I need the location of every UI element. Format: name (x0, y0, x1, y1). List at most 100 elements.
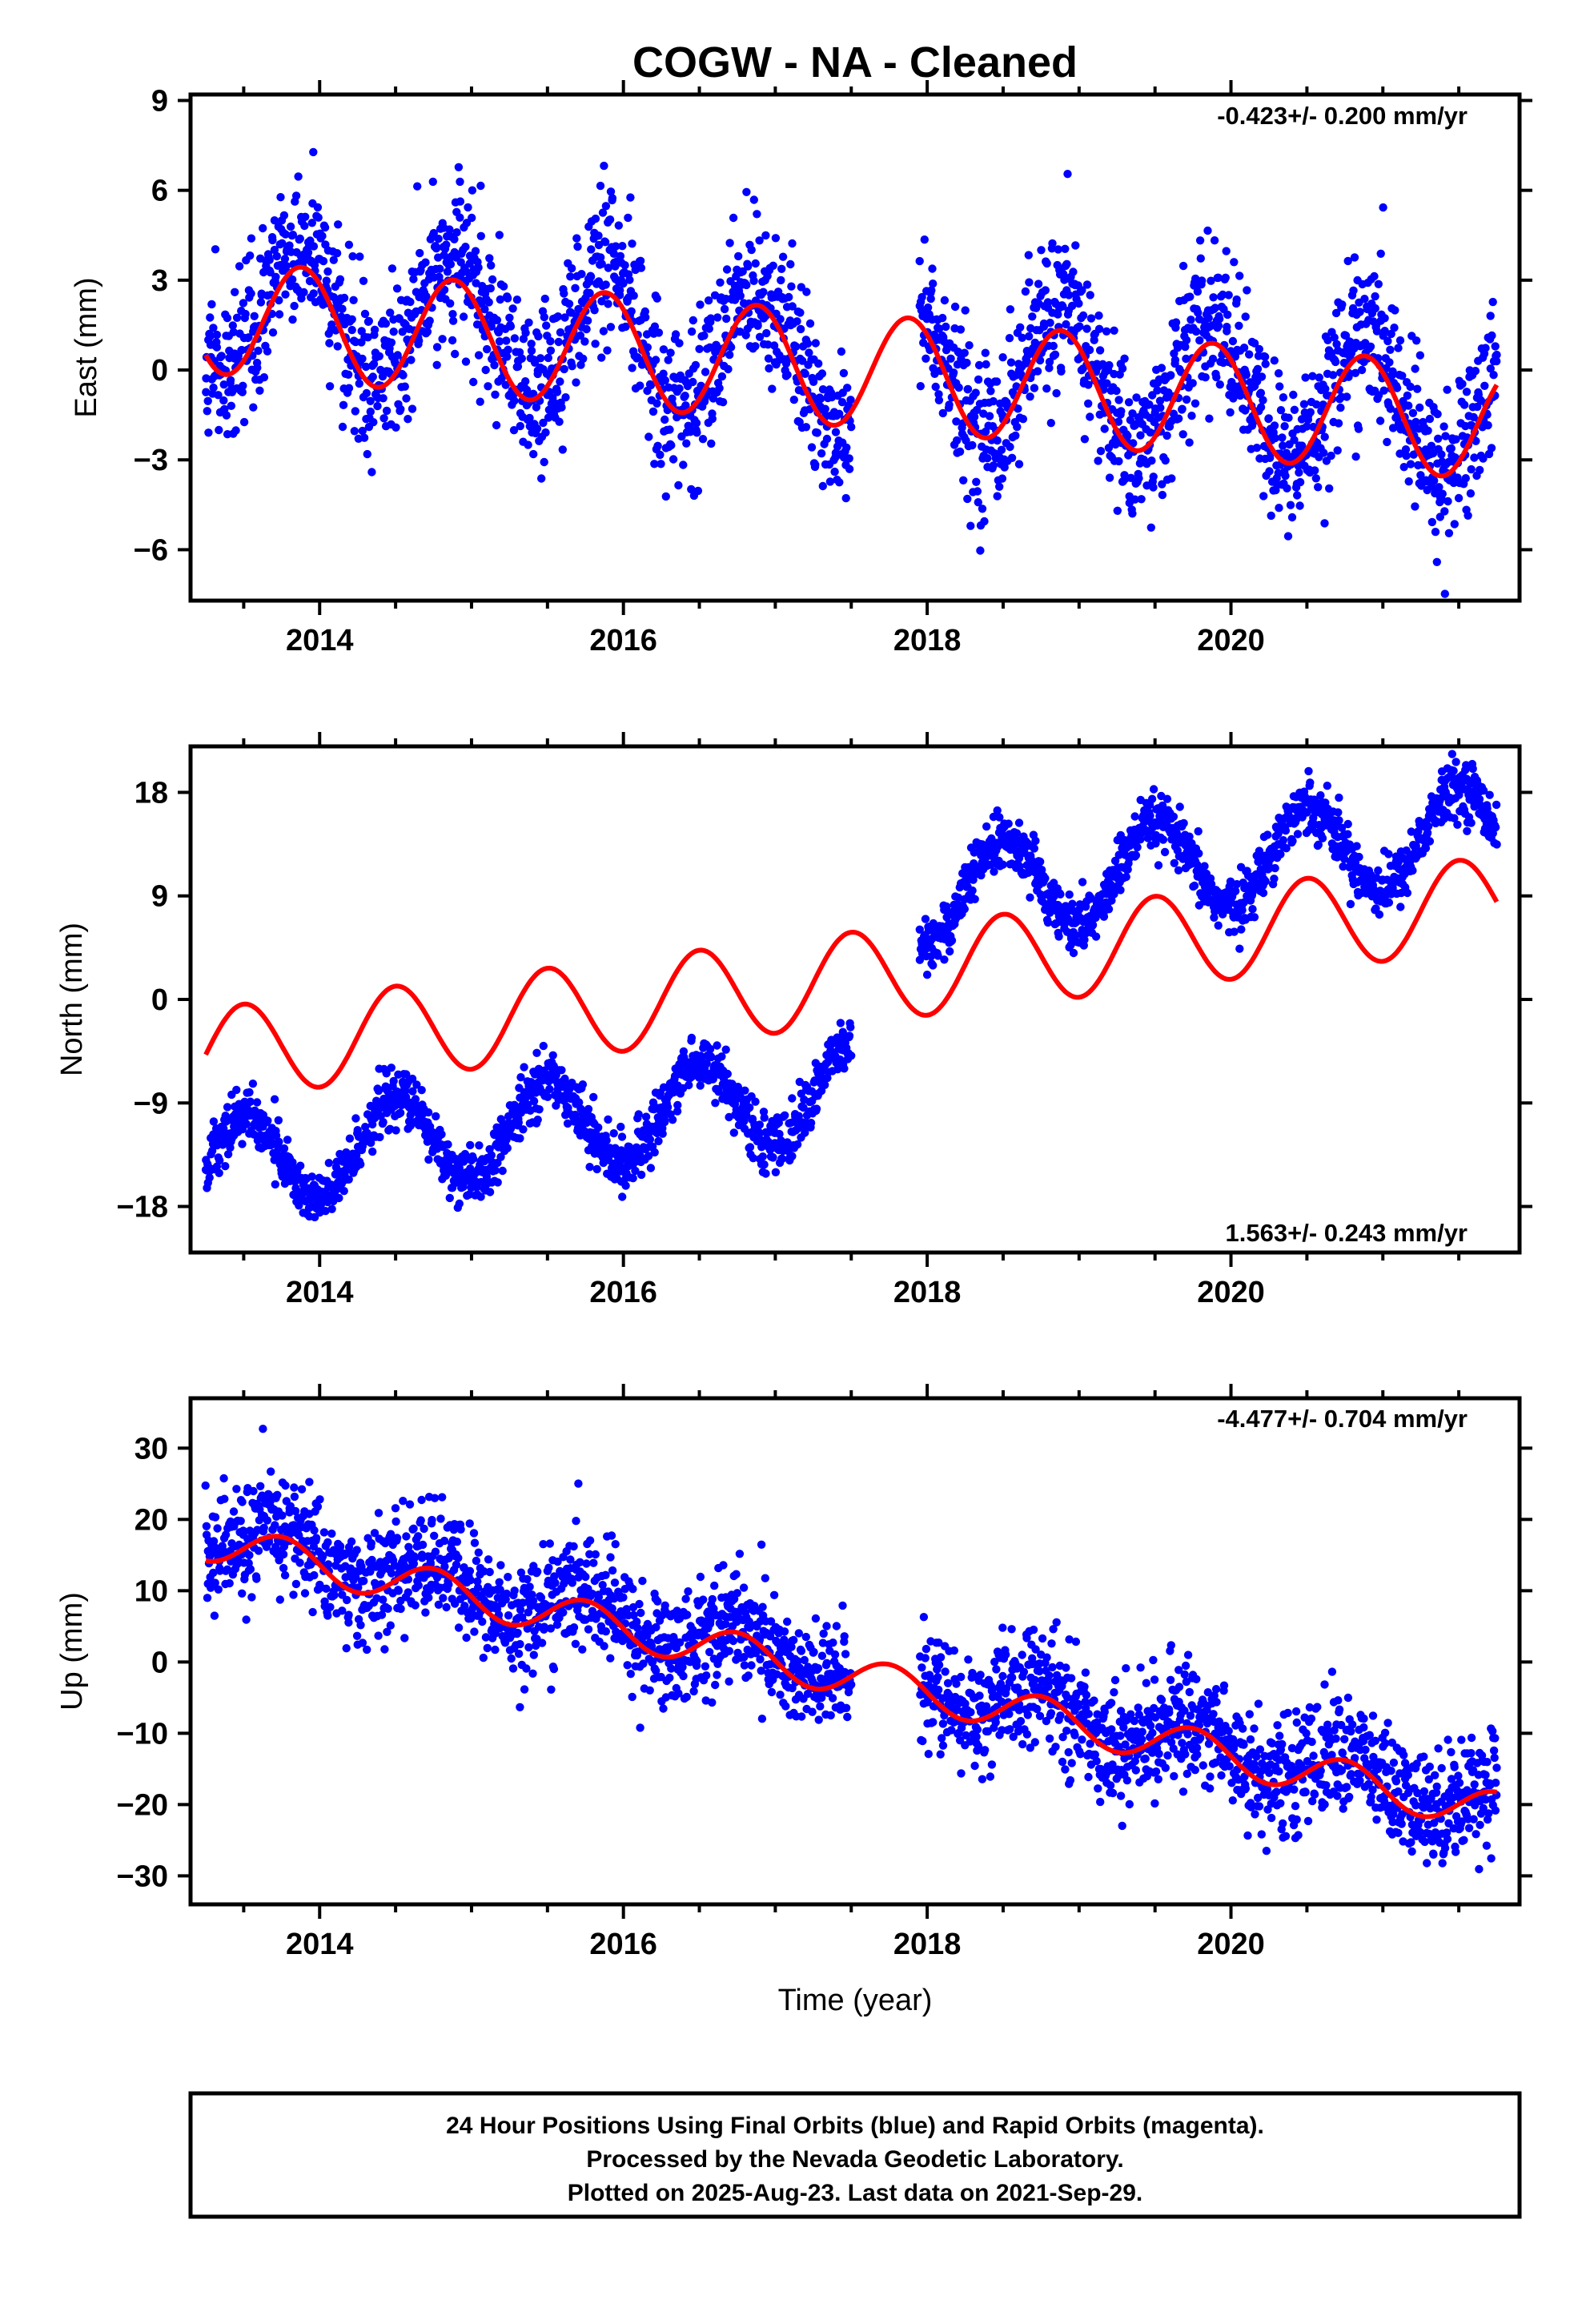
north-data-point (840, 1064, 849, 1073)
east-data-point (1489, 371, 1498, 380)
east-data-point (576, 360, 585, 369)
east-data-point (1435, 513, 1445, 521)
east-data-point (687, 485, 696, 494)
east-data-point (239, 417, 249, 427)
north-data-point (1056, 890, 1065, 899)
east-data-point (1343, 256, 1352, 266)
north-data-point (661, 1117, 669, 1127)
east-data-point (1224, 291, 1233, 300)
east-data-point (524, 440, 532, 449)
east-data-point (406, 297, 415, 307)
north-data-point (1335, 816, 1343, 825)
north-data-point (663, 1103, 673, 1112)
east-data-point (344, 384, 354, 392)
east-data-point (636, 263, 646, 272)
east-data-point (1462, 388, 1472, 396)
east-data-point (259, 373, 269, 382)
east-data-point (379, 394, 387, 403)
north-data-point (1447, 750, 1457, 758)
east-data-point (726, 343, 736, 352)
east-data-point (778, 252, 788, 261)
east-data-point (981, 348, 990, 357)
north-data-point (437, 1130, 446, 1139)
east-data-point (771, 234, 781, 243)
east-data-point (1126, 473, 1135, 482)
east-data-point (560, 313, 569, 322)
north-data-point (295, 1201, 303, 1210)
north-data-point (1463, 826, 1472, 836)
east-data-point (1349, 286, 1358, 295)
east-data-point (281, 290, 290, 299)
east-data-point (963, 494, 972, 504)
east-data-point (716, 278, 725, 287)
north-data-point (745, 1143, 755, 1152)
east-data-point (1295, 477, 1305, 487)
north-data-point (327, 1204, 336, 1214)
east-data-point (484, 382, 492, 391)
east-data-point (1117, 407, 1126, 416)
east-data-point (1201, 373, 1210, 382)
east-data-point (1480, 381, 1489, 390)
east-data-point (929, 279, 938, 288)
east-data-point (1235, 271, 1244, 280)
east-data-point (231, 287, 239, 296)
east-data-point (1094, 324, 1104, 333)
north-data-point (1425, 837, 1435, 846)
east-data-point (344, 240, 354, 249)
east-data-point (1178, 261, 1188, 271)
north-data-point (368, 1147, 377, 1156)
north-data-point (455, 1199, 464, 1208)
north-data-point (382, 1069, 391, 1078)
north-data-point (275, 1137, 283, 1147)
east-data-point (744, 262, 753, 271)
east-data-point (1018, 415, 1028, 424)
east-data-point (1171, 318, 1181, 327)
north-data-point (408, 1087, 417, 1096)
north-data-point (788, 1152, 797, 1161)
east-data-point (1174, 414, 1183, 423)
east-data-point (636, 381, 644, 390)
east-data-point (970, 412, 979, 421)
east-data-point (250, 312, 259, 320)
east-data-point (1239, 344, 1249, 352)
east-data-point (796, 308, 805, 317)
north-data-point (755, 1120, 764, 1129)
east-data-point (1194, 308, 1203, 317)
east-data-point (1432, 557, 1442, 566)
east-data-point (841, 493, 850, 503)
east-data-point (945, 400, 954, 409)
east-data-point (704, 296, 713, 305)
east-data-point (837, 347, 846, 356)
east-data-point (576, 331, 585, 340)
east-data-point (214, 391, 223, 400)
north-data-point (1160, 847, 1170, 857)
north-data-point (1122, 872, 1130, 882)
east-data-point (400, 382, 409, 391)
north-data-point (641, 1112, 651, 1121)
east-data-point (375, 352, 383, 360)
east-data-point (212, 343, 222, 352)
north-data-point (673, 1100, 682, 1110)
east-data-point (1210, 236, 1219, 245)
east-data-point (480, 305, 489, 314)
east-data-point (1086, 412, 1094, 421)
north-data-point (1288, 836, 1297, 846)
east-data-point (1259, 396, 1267, 404)
north-data-point (387, 1063, 396, 1072)
east-data-point (1253, 364, 1263, 373)
east-data-point (1422, 477, 1431, 486)
north-data-point (1043, 918, 1053, 927)
north-data-point (645, 1135, 655, 1144)
east-data-point (621, 322, 630, 332)
north-data-point (585, 1163, 594, 1172)
north-data-point (487, 1151, 496, 1160)
east-data-point (811, 339, 820, 348)
east-data-point (926, 294, 935, 304)
east-data-point (992, 377, 1002, 386)
east-data-point (717, 372, 727, 381)
east-data-point (1354, 424, 1363, 433)
east-data-point (1033, 367, 1042, 376)
east-data-point (583, 316, 592, 325)
east-data-point (596, 181, 605, 191)
east-data-point (1156, 404, 1165, 412)
